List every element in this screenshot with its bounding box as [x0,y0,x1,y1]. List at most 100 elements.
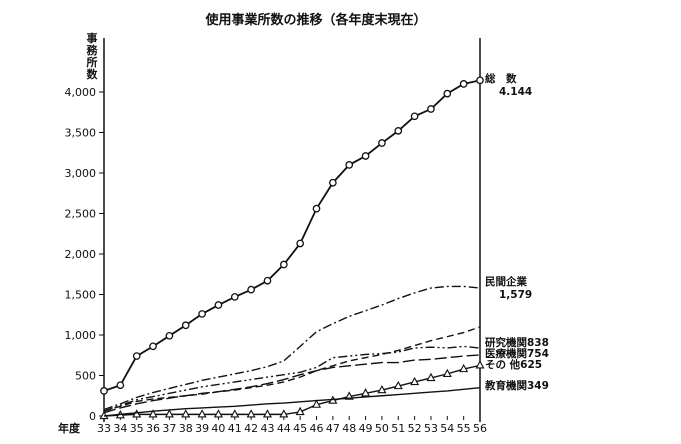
y-tick-label: 4,000 [65,86,97,99]
series-point [361,388,371,397]
x-tick-label: 43 [260,422,274,435]
series-point [377,384,387,394]
series-point [378,139,386,147]
series-point [393,380,403,390]
y-tick-label: 2,000 [65,248,97,261]
series-point [476,76,484,85]
series-point [410,112,419,121]
series-point [132,409,142,418]
x-axis-label: 年度 [58,421,81,435]
x-tick-label: 48 [342,422,356,435]
x-tick-label: 54 [440,422,454,435]
series-point [198,310,206,318]
series-point [443,89,452,98]
series-point [230,293,239,301]
series-point [442,368,452,378]
series-point [197,409,207,418]
x-tick-label: 55 [457,422,471,435]
series-point [427,105,435,113]
y-tick-label: 1,500 [65,289,97,302]
x-tick-label: 52 [408,422,422,435]
x-ticks: 年度 33 34 35 36 37 38 39 40 41 42 43 44 45 46 47 48 49 50 51… [58,416,487,435]
chart-title: 使用事業所数の推移（各年度末現在） [204,12,426,28]
series-line [103,326,481,412]
series-point [311,399,322,408]
series-point [459,363,469,373]
y-tick-label: 2,500 [65,208,97,221]
x-tick-label: 35 [130,422,144,435]
series-point [230,409,240,418]
series-point [345,161,354,169]
x-tick-label: 53 [424,422,438,435]
series-point [312,204,321,213]
series-point [361,152,370,160]
series-point [410,376,420,386]
series-line [103,354,481,414]
series-point [262,409,273,418]
y-tick-label: 500 [75,370,96,383]
series-point [329,178,337,187]
x-tick-label: 40 [211,422,225,435]
series-line [103,79,481,392]
y-tick-label: 3,500 [65,127,97,140]
y-axis-label-char: 務 [87,43,99,57]
series-group [99,76,485,420]
series-point [394,127,403,135]
series-point [475,360,485,369]
series-value-label: 1,579 [499,289,532,301]
x-tick-label: 47 [326,422,340,435]
series-name-label: 教育機関349 [484,379,549,392]
x-tick-label: 44 [277,422,291,435]
series-name-label: 研究機関838 [485,336,549,349]
series-point [213,409,223,418]
series-point [279,409,289,418]
series-point [247,285,255,294]
x-tick-label: 41 [228,422,242,435]
series-point [181,321,190,330]
series-point [459,80,468,88]
series-point [263,276,272,285]
series-point [148,409,158,418]
series-point [149,342,157,351]
series-value-label: 4.144 [499,86,532,98]
x-tick-label: 42 [244,422,258,435]
x-tick-label: 49 [359,422,373,435]
series-point [165,331,174,340]
series-line [103,387,481,417]
y-axis-label-char: 所 [87,55,98,69]
series-name-label: その 他625 [485,358,542,371]
axes [103,38,481,422]
y-tick-label: 3,000 [65,167,97,180]
y-tick-label: 1,000 [65,329,97,342]
series-point [100,387,108,395]
y-axis-label-char: 事 [87,31,98,45]
y-ticks: 0 500 1,000 1,500 2,000 2,500 3,000 3,500 4,000 [65,86,104,423]
x-tick-label: 38 [179,422,193,435]
series-point [426,372,436,382]
series-point [295,406,305,416]
x-tick-label: 46 [310,422,324,435]
x-tick-label: 36 [146,422,160,435]
y-tick-label: 0 [89,410,96,423]
series-name-label: 民間企業 [485,275,527,288]
series-point [246,409,256,418]
x-tick-label: 37 [162,422,176,435]
series-point [279,260,288,269]
x-tick-label: 51 [391,422,405,435]
y-axis-label-char: 数 [87,67,99,81]
x-tick-label: 34 [113,422,127,435]
series-point [296,239,305,248]
series-point [116,381,125,390]
x-tick-label: 56 [473,422,487,435]
x-tick-label: 50 [375,422,389,435]
series-point [132,352,141,360]
x-tick-label: 39 [195,422,209,435]
series-point [181,409,191,418]
series-point [164,409,174,418]
x-tick-label: 45 [293,422,307,435]
x-tick-label: 33 [97,422,111,435]
